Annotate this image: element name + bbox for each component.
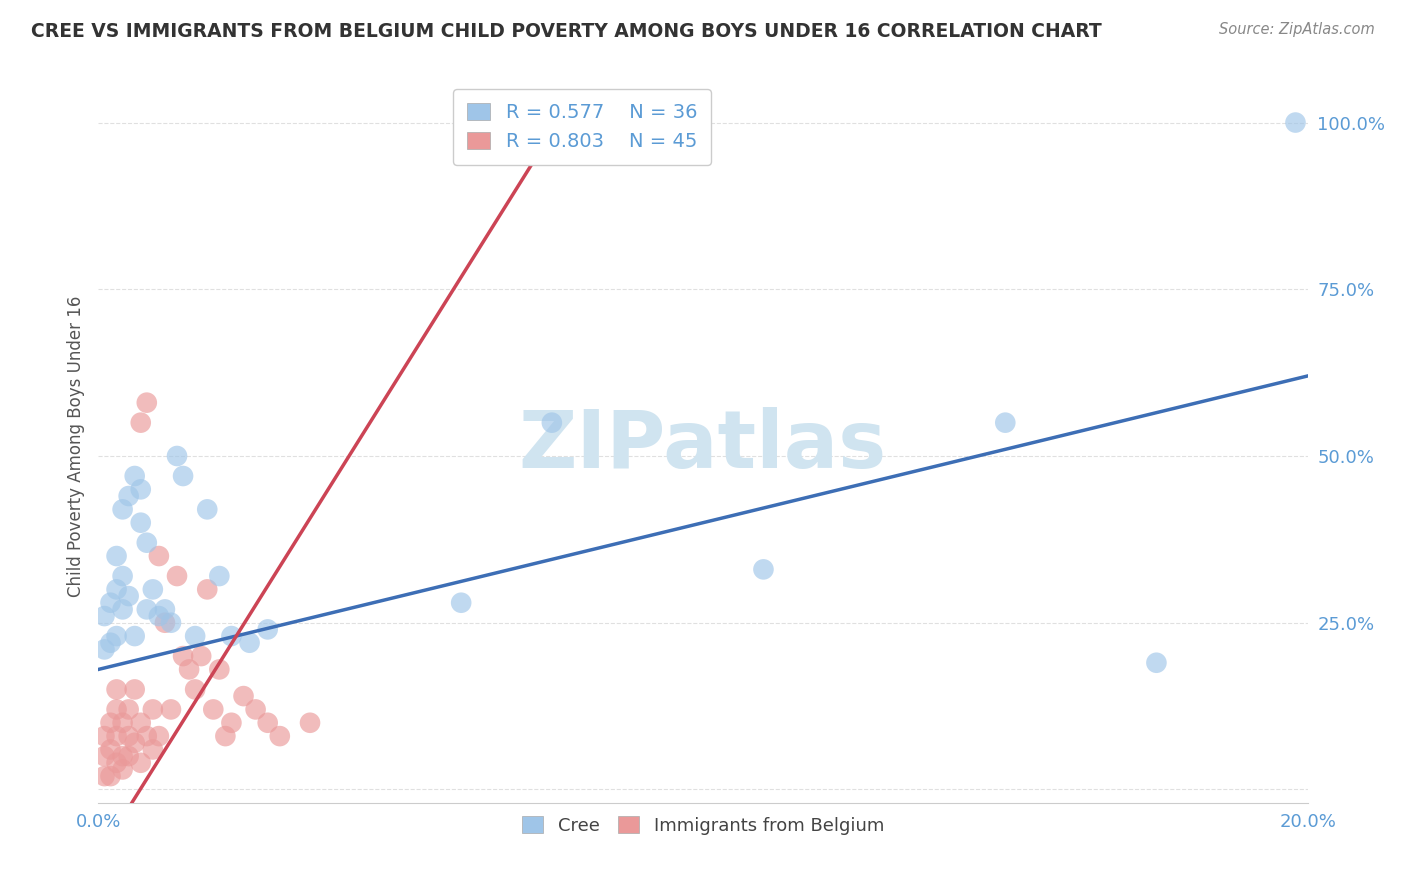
Point <box>232 689 254 703</box>
Point <box>105 729 128 743</box>
Point <box>124 682 146 697</box>
Point <box>142 702 165 716</box>
Point <box>1144 656 1167 670</box>
Point <box>124 629 146 643</box>
Point <box>547 115 569 129</box>
Point <box>100 769 122 783</box>
Point <box>269 729 291 743</box>
Point <box>111 749 134 764</box>
Text: CREE VS IMMIGRANTS FROM BELGIUM CHILD POVERTY AMONG BOYS UNDER 16 CORRELATION CH: CREE VS IMMIGRANTS FROM BELGIUM CHILD PO… <box>31 22 1102 41</box>
Point <box>100 636 122 650</box>
Point <box>239 636 262 650</box>
Point <box>129 756 152 770</box>
Point <box>135 395 157 409</box>
Point <box>118 729 141 743</box>
Point <box>184 629 207 643</box>
Point <box>118 489 141 503</box>
Point <box>135 535 157 549</box>
Point <box>105 629 128 643</box>
Point <box>299 715 322 730</box>
Point <box>105 702 128 716</box>
Point <box>221 629 243 643</box>
Point <box>135 602 157 616</box>
Point <box>256 715 278 730</box>
Point <box>221 715 243 730</box>
Point <box>129 715 152 730</box>
Point <box>148 549 170 563</box>
Point <box>245 702 267 716</box>
Point <box>148 609 170 624</box>
Point <box>93 729 115 743</box>
Point <box>111 763 134 777</box>
Point <box>142 742 165 756</box>
Point <box>100 742 122 756</box>
Point <box>160 615 183 630</box>
Point <box>124 736 146 750</box>
Point <box>100 715 122 730</box>
Point <box>93 609 115 624</box>
Y-axis label: Child Poverty Among Boys Under 16: Child Poverty Among Boys Under 16 <box>66 295 84 597</box>
Point <box>1284 115 1306 129</box>
Point <box>179 662 201 676</box>
Point <box>111 602 134 616</box>
Point <box>160 702 183 716</box>
Point <box>135 729 157 743</box>
Point <box>214 729 236 743</box>
Point <box>118 589 141 603</box>
Point <box>190 649 212 664</box>
Point <box>195 502 218 516</box>
Point <box>124 469 146 483</box>
Text: Source: ZipAtlas.com: Source: ZipAtlas.com <box>1219 22 1375 37</box>
Point <box>111 502 134 516</box>
Point <box>166 449 188 463</box>
Point <box>129 516 152 530</box>
Point <box>208 569 231 583</box>
Point <box>93 769 115 783</box>
Point <box>100 596 122 610</box>
Point <box>93 749 115 764</box>
Point <box>142 582 165 597</box>
Point <box>105 549 128 563</box>
Point <box>129 483 152 497</box>
Point <box>111 715 134 730</box>
Point <box>129 416 152 430</box>
Legend: Cree, Immigrants from Belgium: Cree, Immigrants from Belgium <box>513 807 893 844</box>
Point <box>184 682 207 697</box>
Text: ZIPatlas: ZIPatlas <box>519 407 887 485</box>
Point <box>208 662 231 676</box>
Point <box>752 562 775 576</box>
Point <box>166 569 188 583</box>
Point <box>111 569 134 583</box>
Point <box>172 469 194 483</box>
Point <box>153 602 176 616</box>
Point <box>195 582 218 597</box>
Point <box>256 623 278 637</box>
Point <box>540 416 562 430</box>
Point <box>994 416 1017 430</box>
Point <box>105 682 128 697</box>
Point <box>450 596 472 610</box>
Point <box>105 582 128 597</box>
Point <box>148 729 170 743</box>
Point <box>202 702 225 716</box>
Point <box>153 615 176 630</box>
Point <box>172 649 194 664</box>
Point <box>118 749 141 764</box>
Point <box>118 702 141 716</box>
Point <box>105 756 128 770</box>
Point <box>93 642 115 657</box>
